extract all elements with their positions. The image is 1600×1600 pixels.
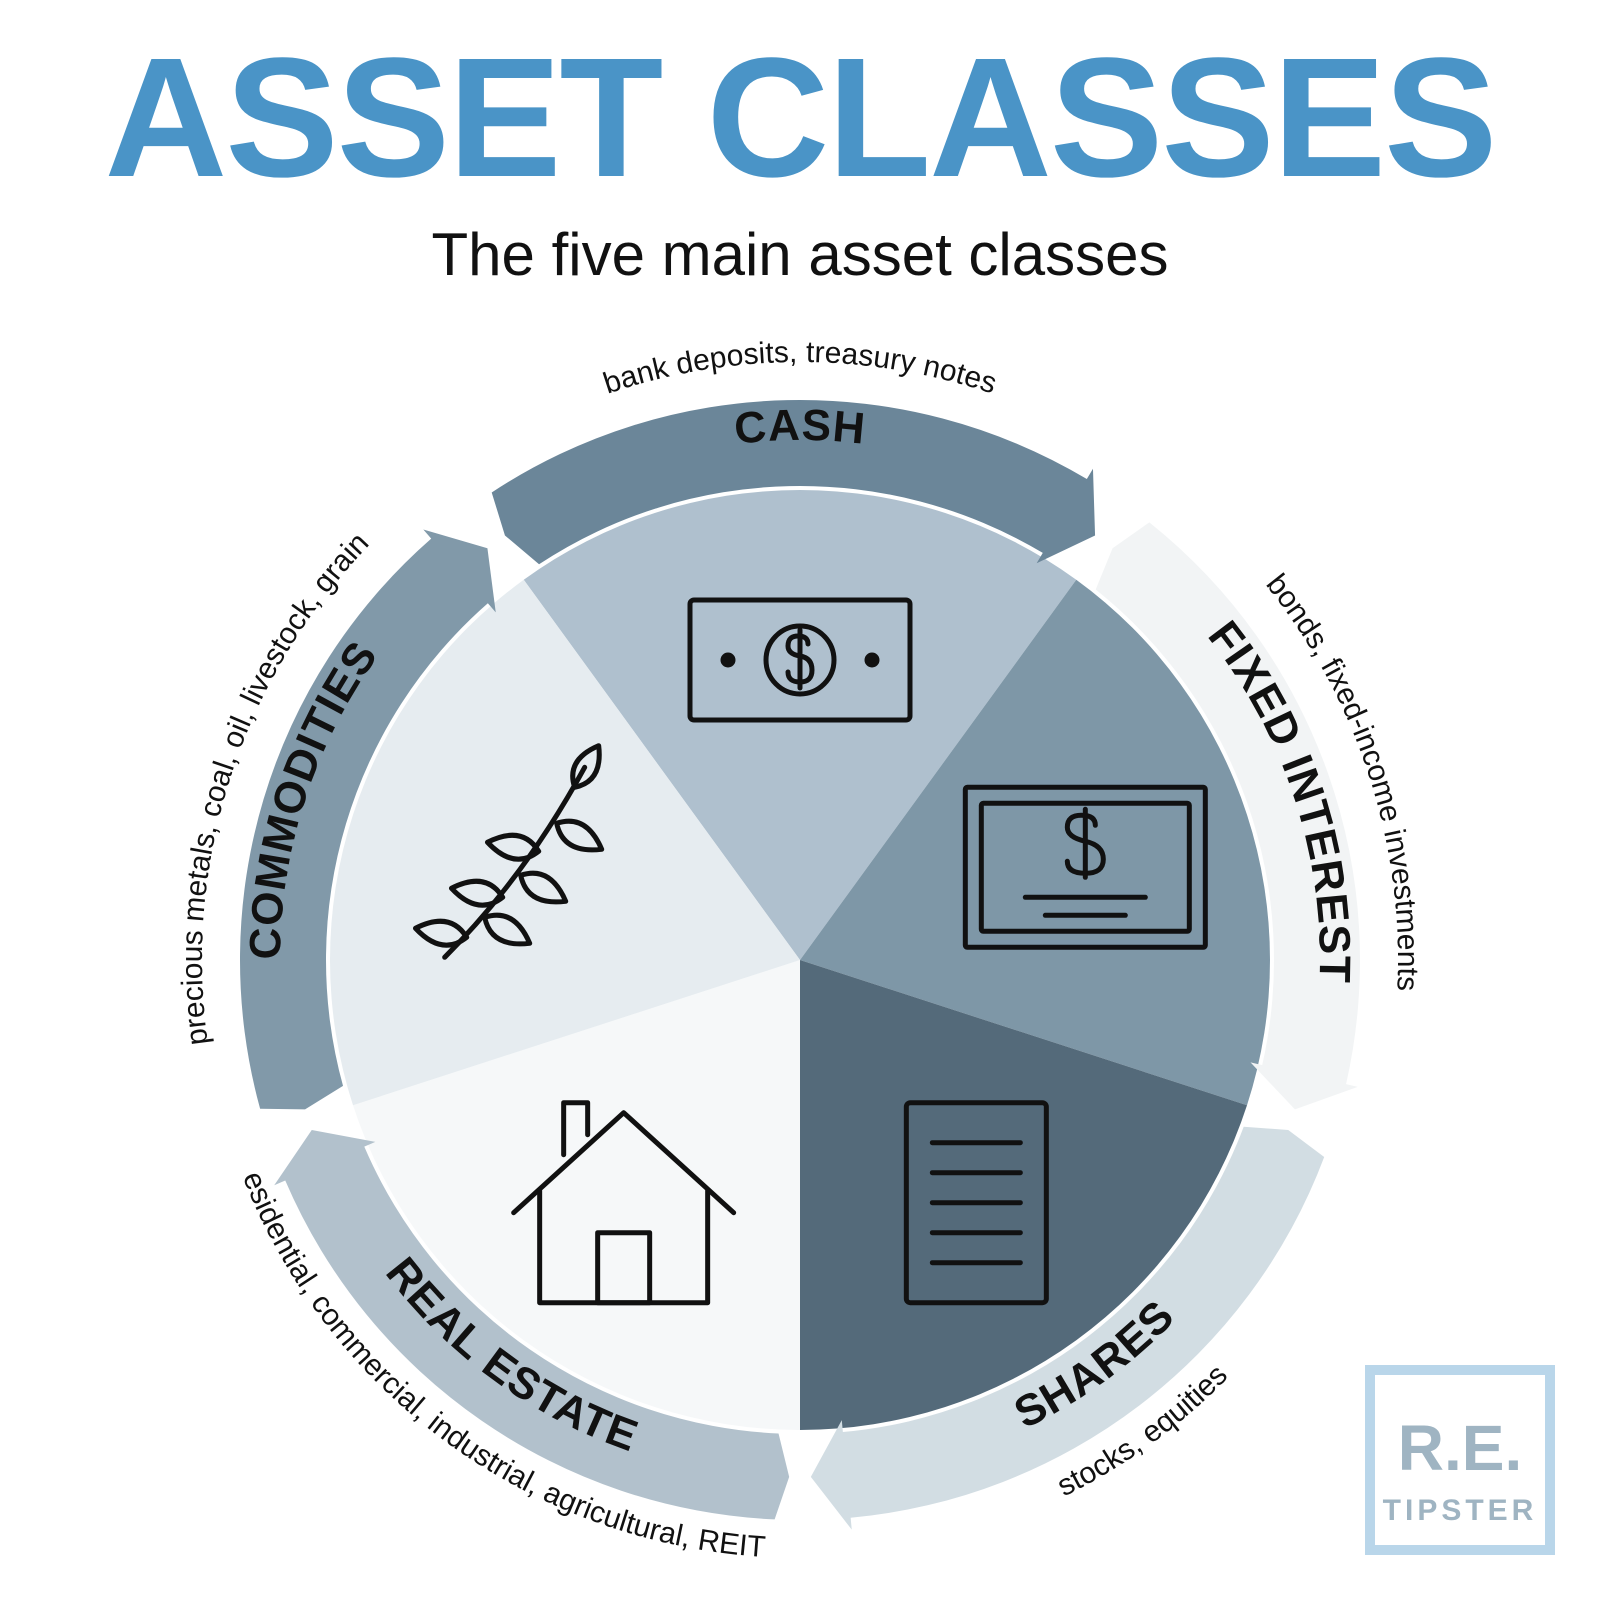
infographic-root: ASSET CLASSES The five main asset classe… xyxy=(0,0,1600,1600)
slice-label-cash: CASH xyxy=(732,401,868,454)
svg-text:R.E.: R.E. xyxy=(1398,1412,1522,1484)
svg-text:TIPSTER: TIPSTER xyxy=(1383,1494,1538,1527)
slice-desc-cash: bank deposits, treasury notes xyxy=(599,336,1000,400)
brand-logo: R.E. TIPSTER xyxy=(1360,1360,1560,1560)
